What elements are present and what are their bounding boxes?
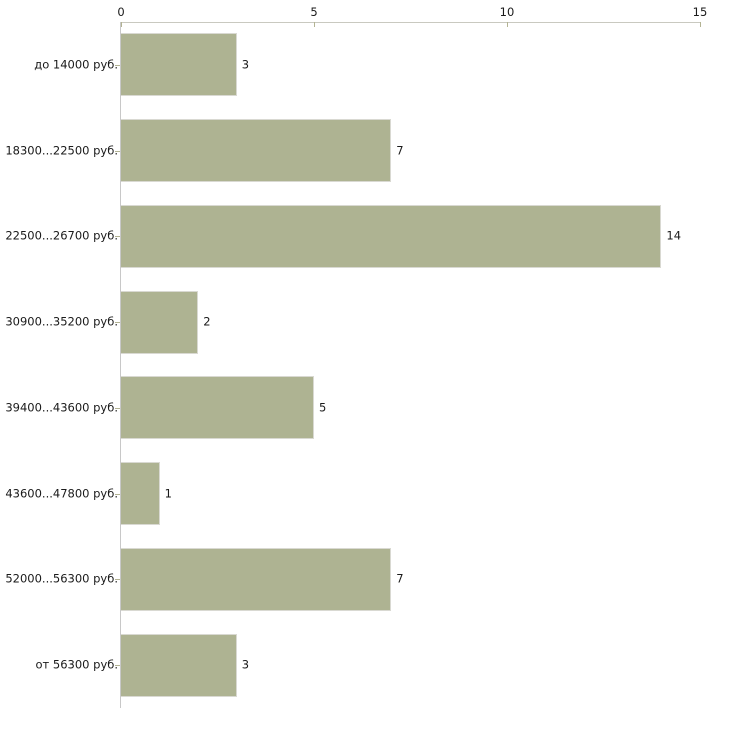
bar[interactable] bbox=[121, 376, 314, 440]
x-axis-tick-label: 15 bbox=[692, 5, 708, 19]
y-axis-tick bbox=[115, 408, 120, 409]
y-axis-category-label: до 14000 руб. bbox=[34, 57, 118, 72]
bar[interactable] bbox=[121, 462, 160, 526]
y-axis-category-label: 43600...47800 руб. bbox=[5, 485, 118, 500]
y-axis-tick bbox=[115, 322, 120, 323]
y-axis-category-label: 30900...35200 руб. bbox=[5, 314, 118, 329]
bar-value-label: 7 bbox=[396, 571, 404, 586]
y-axis-category-label: от 56300 руб. bbox=[35, 657, 118, 672]
bar[interactable] bbox=[121, 547, 392, 611]
bar-value-label: 7 bbox=[396, 142, 404, 157]
y-axis-tick bbox=[115, 494, 120, 495]
x-axis-tick bbox=[121, 22, 122, 27]
bar-value-label: 3 bbox=[241, 657, 250, 672]
bar[interactable] bbox=[121, 290, 199, 354]
y-axis-tick bbox=[115, 65, 120, 66]
y-axis-tick bbox=[115, 236, 120, 237]
bar-value-label: 2 bbox=[203, 314, 211, 329]
x-axis-tick bbox=[314, 22, 315, 27]
bar-value-label: 5 bbox=[319, 400, 327, 415]
y-axis-tick bbox=[115, 151, 120, 152]
x-axis-tick bbox=[700, 22, 701, 27]
y-axis-tick bbox=[115, 665, 120, 666]
bar[interactable] bbox=[121, 33, 237, 97]
x-axis-tick-label: 10 bbox=[499, 5, 515, 19]
bar-value-label: 3 bbox=[241, 57, 250, 72]
y-axis-category-label: 18300...22500 руб. bbox=[5, 142, 118, 157]
bar[interactable] bbox=[121, 204, 662, 268]
bar[interactable] bbox=[121, 633, 237, 697]
x-axis-tick-label: 5 bbox=[310, 5, 318, 19]
y-axis-category-label: 39400...43600 руб. bbox=[5, 400, 118, 415]
y-axis-line bbox=[120, 22, 121, 708]
x-axis-tick-label: 0 bbox=[117, 5, 125, 19]
y-axis-category-label: 22500...26700 руб. bbox=[5, 228, 118, 243]
bar-value-label: 1 bbox=[164, 485, 172, 500]
y-axis-tick bbox=[115, 579, 120, 580]
y-axis-category-label: 52000...56300 руб. bbox=[5, 571, 118, 586]
bar[interactable] bbox=[121, 119, 392, 183]
x-axis-tick bbox=[507, 22, 508, 27]
bar-value-label: 14 bbox=[666, 228, 682, 243]
x-axis-line bbox=[121, 22, 701, 23]
